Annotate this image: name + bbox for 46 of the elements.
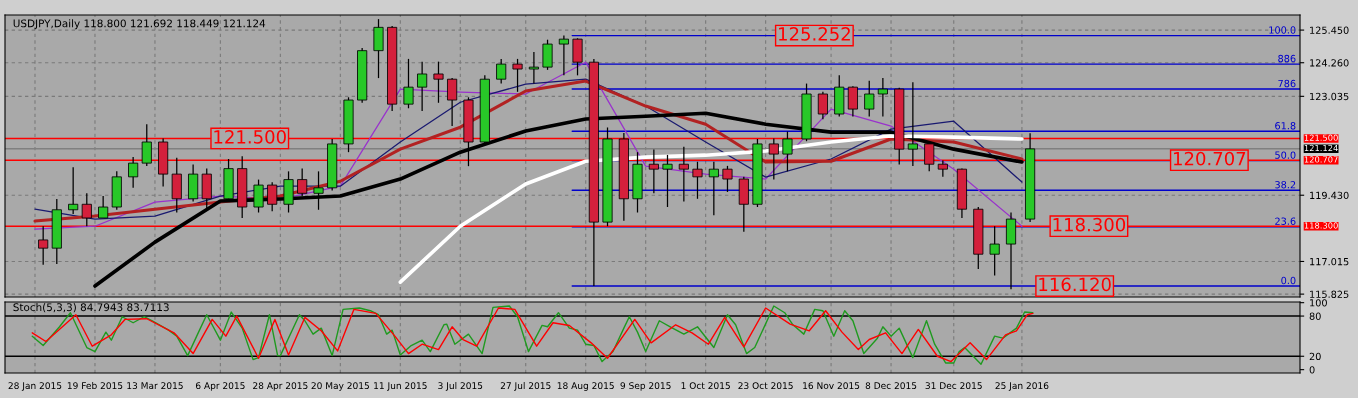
chart-title: Stoch(5,3,3) 84.7943 83.7113: [13, 303, 169, 313]
x-tick-label: 6 Apr 2015: [195, 382, 245, 391]
y-tick-label: 80: [1309, 312, 1321, 320]
x-tick-label: 28 Jan 2015: [8, 382, 62, 391]
annotation: 0.0: [1281, 276, 1296, 285]
x-tick-label: 9 Sep 2015: [620, 382, 671, 391]
x-tick-label: 25 Jan 2016: [995, 382, 1049, 391]
y-tick-label: 117.015: [1310, 257, 1349, 266]
ref-line-label: 121.124: [1304, 144, 1338, 152]
x-tick-label: 27 Jul 2015: [500, 382, 551, 391]
chart-title: USDJPY,Daily 118.800 121.692 118.449 121.124: [13, 19, 266, 30]
x-tick-label: 18 Aug 2015: [557, 382, 614, 391]
annotation: 23.6: [1275, 217, 1296, 225]
y-tick-label: 100: [1310, 299, 1327, 307]
annotation: 50.0: [1275, 151, 1296, 159]
x-tick-label: 23 Oct 2015: [738, 382, 793, 390]
ref-line-label: 121.500: [1304, 134, 1338, 141]
y-tick-label: 119.430: [1310, 191, 1349, 200]
y-tick-label: 125.450: [1310, 26, 1349, 34]
annotation: 118.300: [1053, 217, 1126, 232]
annotation: 886: [1278, 54, 1296, 63]
y-tick-label: 124.260: [1310, 59, 1349, 67]
x-tick-label: 11 Jun 2015: [374, 382, 427, 391]
x-tick-label: 19 Feb 2015: [67, 382, 123, 390]
annotation: 120.707: [1174, 151, 1246, 166]
ref-line-label: 118.300: [1304, 222, 1338, 229]
annotation: 786: [1278, 79, 1296, 88]
y-tick-label: 115.825: [1310, 290, 1349, 298]
x-tick-label: 31 Dec 2015: [925, 382, 982, 390]
annotation: 121.500: [214, 130, 286, 144]
annotation: 100.0: [1269, 26, 1296, 34]
x-tick-label: 1 Oct 2015: [681, 382, 730, 390]
y-tick-label: 123.035: [1310, 92, 1349, 101]
x-tick-label: 20 May 2015: [311, 382, 369, 391]
annotation: 38.2: [1275, 181, 1296, 189]
annotation: 125.252: [779, 27, 850, 41]
x-tick-label: 3 Jul 2015: [438, 382, 483, 391]
annotation: 61.8: [1275, 122, 1296, 130]
x-tick-label: 28 Apr 2015: [253, 382, 308, 391]
x-tick-label: 13 Mar 2015: [127, 382, 183, 390]
x-tick-label: 8 Dec 2015: [865, 382, 917, 390]
ref-line-label: 120.707: [1304, 156, 1338, 163]
y-tick-label: 0: [1309, 366, 1315, 374]
x-tick-label: 16 Nov 2015: [803, 382, 860, 390]
annotation: 116.120: [1039, 277, 1111, 292]
y-tick-label: 20: [1309, 352, 1321, 361]
